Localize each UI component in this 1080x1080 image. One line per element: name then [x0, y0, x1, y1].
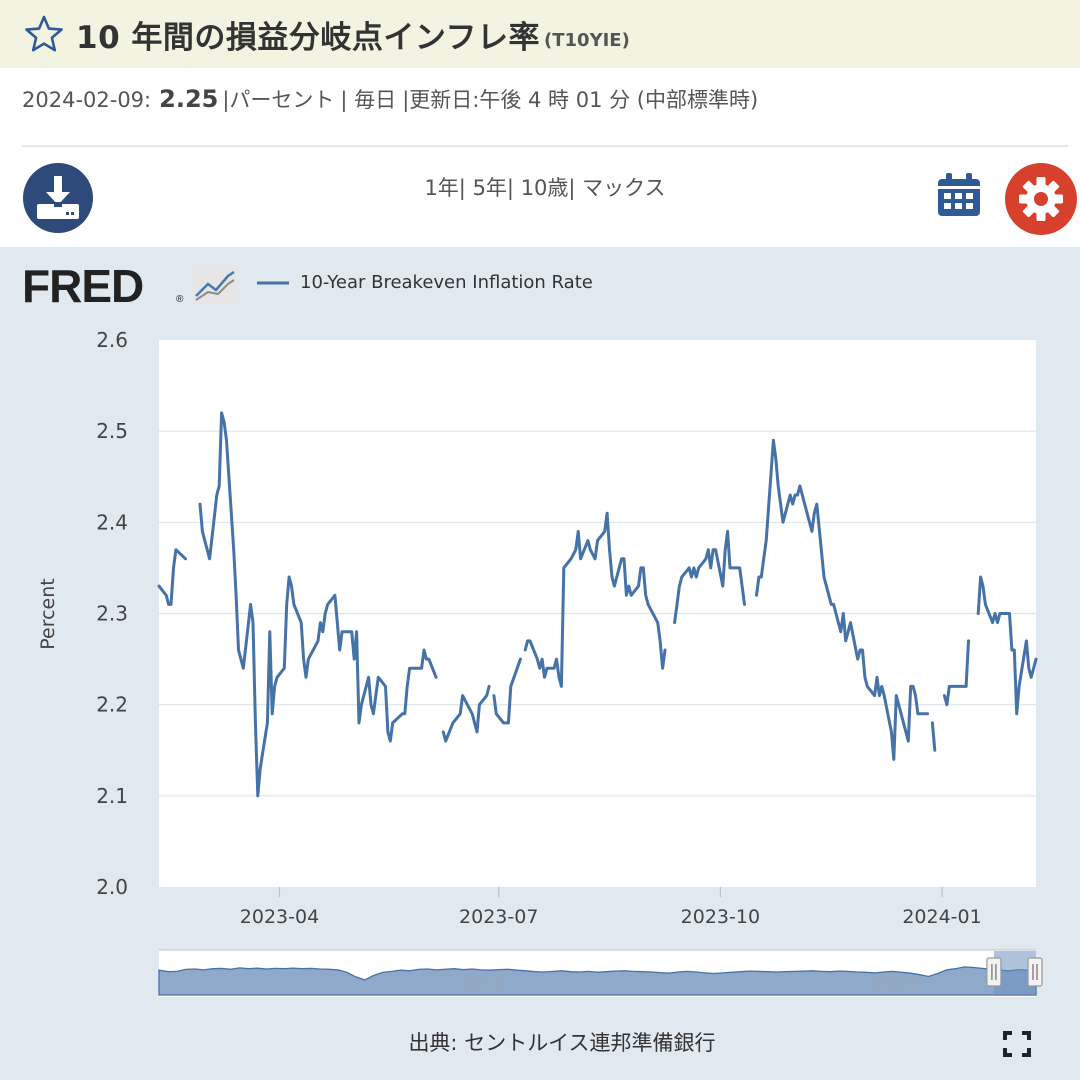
y-tick-label: 2.6: [96, 328, 128, 352]
star-icon[interactable]: [24, 14, 64, 54]
series-segment: [930, 721, 937, 752]
series-segment: [755, 438, 930, 761]
title-bar: 10 年間の損益分岐点インフレ率 (T10YIE): [0, 0, 1080, 68]
navigator-tick-label: 2020: [873, 973, 919, 994]
y-axis-ticks: 2.0 2.1 2.2 2.3 2.4 2.5 2.6: [96, 328, 128, 899]
observation-value: 2.25: [159, 85, 219, 113]
divider: [22, 145, 1068, 147]
calendar-icon[interactable]: [936, 172, 982, 218]
y-tick-label: 2.3: [96, 602, 128, 626]
navigator-handle-left[interactable]: [986, 957, 1002, 987]
y-axis-label: Percent: [37, 578, 59, 650]
legend-label[interactable]: 10-Year Breakeven Inflation Rate: [300, 272, 593, 293]
unit-label: |パーセント: [222, 88, 335, 112]
series-info: 2024-02-09: 2.25 |パーセント | 毎日 |更新日:午後 4 時…: [22, 84, 758, 128]
page-title: 10 年間の損益分岐点インフレ率: [76, 19, 541, 56]
fred-logo[interactable]: FRED: [22, 260, 144, 312]
handle-grip: [986, 957, 1002, 987]
series-segment: [942, 639, 970, 707]
x-tick-label: 2023-10: [681, 906, 760, 928]
range-1-year[interactable]: 1年|: [424, 176, 466, 200]
download-button[interactable]: [23, 163, 93, 233]
observation-date: 2024-02-09:: [22, 88, 152, 112]
settings-button[interactable]: [1005, 163, 1077, 235]
source-credit: 出典: セントルイス連邦準備銀行: [408, 1031, 716, 1055]
y-tick-label: 2.0: [96, 875, 128, 899]
range-max[interactable]: マックス: [582, 176, 666, 200]
series-line[interactable]: [157, 411, 1038, 798]
y-tick-label: 2.4: [96, 510, 128, 534]
gear-icon: [1019, 177, 1063, 221]
navigator-area: [158, 966, 1037, 996]
x-tick-label: 2024-01: [902, 906, 981, 928]
y-tick-label: 2.1: [96, 784, 128, 808]
series-segment: [157, 548, 187, 606]
range-5-year[interactable]: 5年|: [472, 176, 514, 200]
download-icon: [37, 176, 79, 219]
y-tick-label: 2.5: [96, 419, 128, 443]
grid-lines: [159, 430, 1036, 797]
handle-grip: [1027, 957, 1043, 987]
fullscreen-icon[interactable]: [1003, 1031, 1031, 1057]
frequency-label: | 毎日: [340, 88, 397, 112]
navigator-labels: 2010 2020: [461, 973, 919, 994]
date-range-links: 1年| 5年| 10歳| マックス: [0, 172, 1080, 202]
series-segment: [492, 657, 522, 725]
fred-logo-mark: ®: [176, 294, 184, 305]
x-tick-label: 2023-07: [459, 906, 538, 928]
navigator-tick-label: 2010: [461, 973, 507, 994]
series-segment: [198, 411, 438, 798]
updated-label: |更新日:午後 4 時 01 分 (中部標準時): [402, 88, 759, 112]
y-tick-label: 2.2: [96, 693, 128, 717]
series-segment: [976, 575, 1038, 716]
x-tick-label: 2023-04: [240, 906, 319, 928]
series-segment: [441, 684, 491, 743]
range-10-year[interactable]: 10歳|: [520, 176, 576, 200]
fred-graph-icon: [192, 266, 238, 304]
series-id: (T10YIE): [544, 29, 630, 51]
navigator-handle-right[interactable]: [1027, 957, 1043, 987]
x-axis-ticks: 2023-04 2023-07 2023-10 2024-01: [240, 887, 982, 928]
series-segment: [523, 511, 667, 688]
series-segment: [673, 529, 746, 625]
